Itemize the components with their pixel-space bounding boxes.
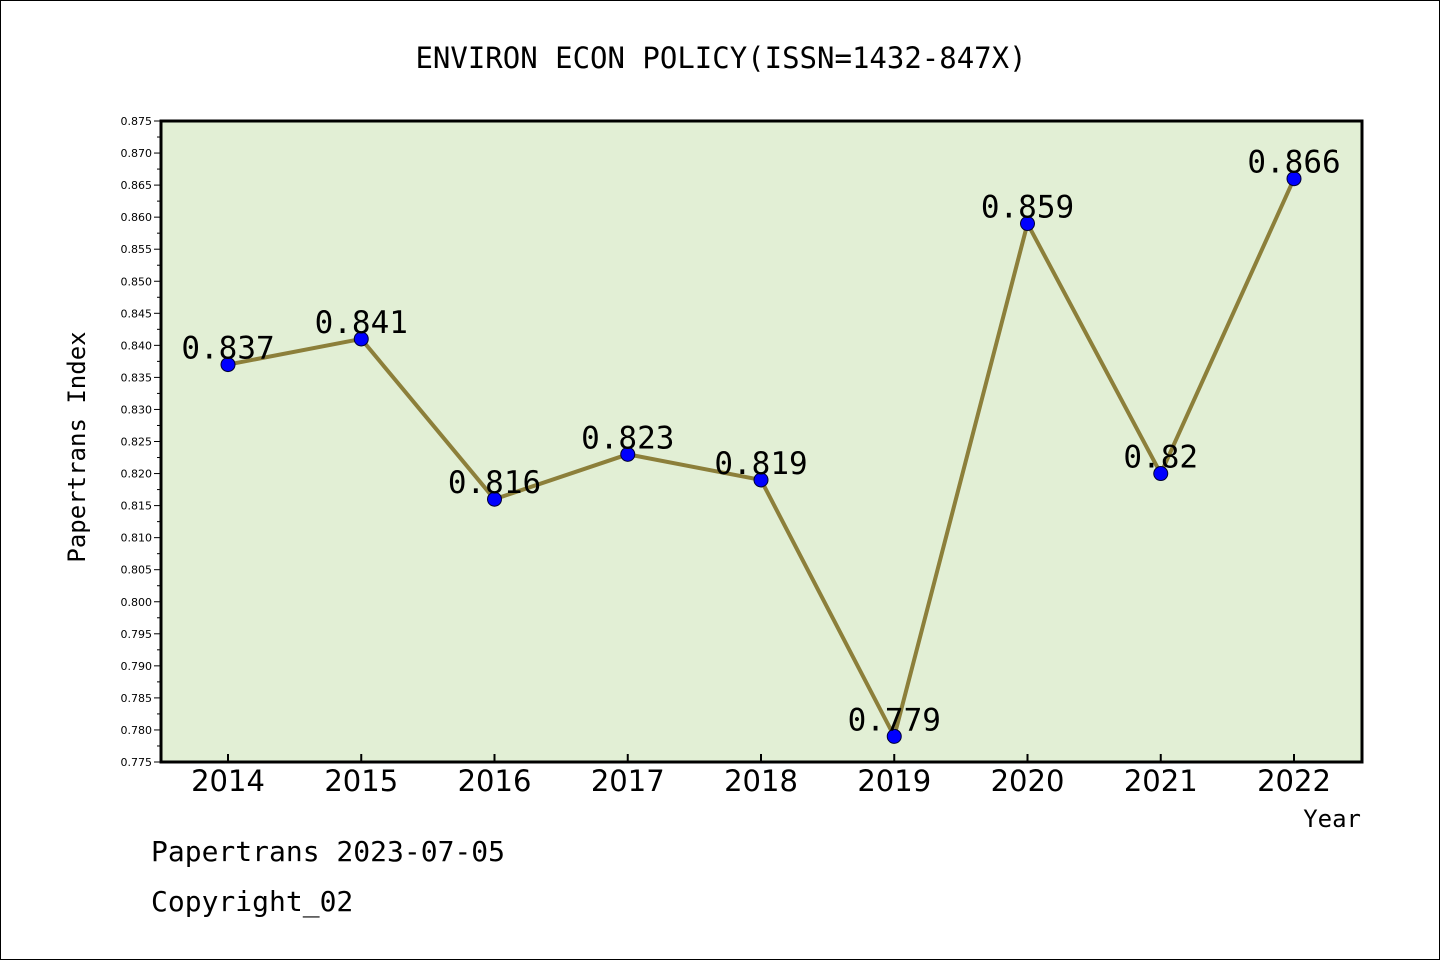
x-tick-label: 2016	[458, 764, 532, 798]
y-tick-label: 0.820	[121, 468, 153, 481]
y-axis-label: Papertrans Index	[63, 331, 91, 562]
data-series: 0.837 0.841 0.816 0.823 0.819 0.779 0.859 0.82 0…	[181, 145, 1341, 744]
data-point	[353, 331, 369, 347]
y-tick-label: 0.845	[121, 307, 153, 320]
y-tick-label: 0.780	[121, 724, 153, 737]
y-tick-label: 0.800	[121, 596, 153, 609]
x-tick-label: 2021	[1124, 764, 1198, 798]
data-label: 0.816	[448, 465, 541, 501]
data-label: 0.841	[315, 305, 408, 341]
data-label: 0.819	[714, 446, 807, 482]
data-point	[753, 472, 769, 488]
x-tick-label: 2017	[591, 764, 665, 798]
x-tick-label: 2019	[857, 764, 931, 798]
y-tick-label: 0.860	[121, 211, 153, 224]
y-tick-label: 0.775	[121, 756, 153, 769]
data-label: 0.82	[1123, 440, 1198, 476]
y-tick-label: 0.815	[121, 500, 153, 513]
y-tick-label: 0.805	[121, 564, 153, 577]
data-label: 0.866	[1247, 145, 1340, 181]
y-tick-label: 0.840	[121, 339, 153, 352]
y-axis: 0.775 0.780 0.785 0.790 0.795 0.800 0.805 0.810…	[121, 115, 161, 769]
plot-area	[159, 119, 1364, 764]
chart-title: ENVIRON ECON POLICY(ISSN=1432-847X)	[415, 41, 1026, 75]
y-tick-label: 0.865	[121, 179, 153, 192]
data-label: 0.779	[848, 702, 941, 738]
x-tick-label: 2015	[324, 764, 398, 798]
data-point	[620, 446, 636, 462]
data-point	[1020, 216, 1035, 232]
x-axis: 2014 2015 2016 2017 2018 2019 2020 2021 2022	[191, 754, 1331, 798]
data-label: 0.823	[581, 420, 674, 456]
data-point	[1286, 171, 1302, 187]
data-label: 0.859	[981, 190, 1074, 226]
x-tick-label: 2018	[724, 764, 798, 798]
data-point	[1153, 466, 1169, 482]
footer-date: Papertrans 2023-07-05	[151, 835, 506, 868]
y-tick-label: 0.785	[121, 692, 153, 705]
footer-copyright: Copyright_02	[151, 885, 354, 918]
x-tick-label: 2014	[191, 764, 265, 798]
x-tick-label: 2020	[991, 764, 1065, 798]
y-tick-label: 0.810	[121, 532, 153, 545]
y-tick-label: 0.835	[121, 371, 153, 384]
y-tick-label: 0.825	[121, 436, 153, 449]
x-axis-label: Year	[1303, 805, 1361, 833]
data-point	[886, 728, 902, 744]
data-point	[220, 357, 236, 373]
y-tick-label: 0.795	[121, 628, 153, 641]
data-point	[487, 491, 502, 507]
data-label: 0.837	[181, 331, 274, 367]
y-tick-label: 0.875	[121, 115, 153, 128]
y-tick-label: 0.850	[121, 275, 153, 288]
y-tick-label: 0.870	[121, 147, 153, 160]
y-tick-label: 0.790	[121, 660, 153, 673]
y-tick-label: 0.830	[121, 403, 153, 416]
y-tick-label: 0.855	[121, 243, 153, 256]
x-tick-label: 2022	[1257, 764, 1331, 798]
